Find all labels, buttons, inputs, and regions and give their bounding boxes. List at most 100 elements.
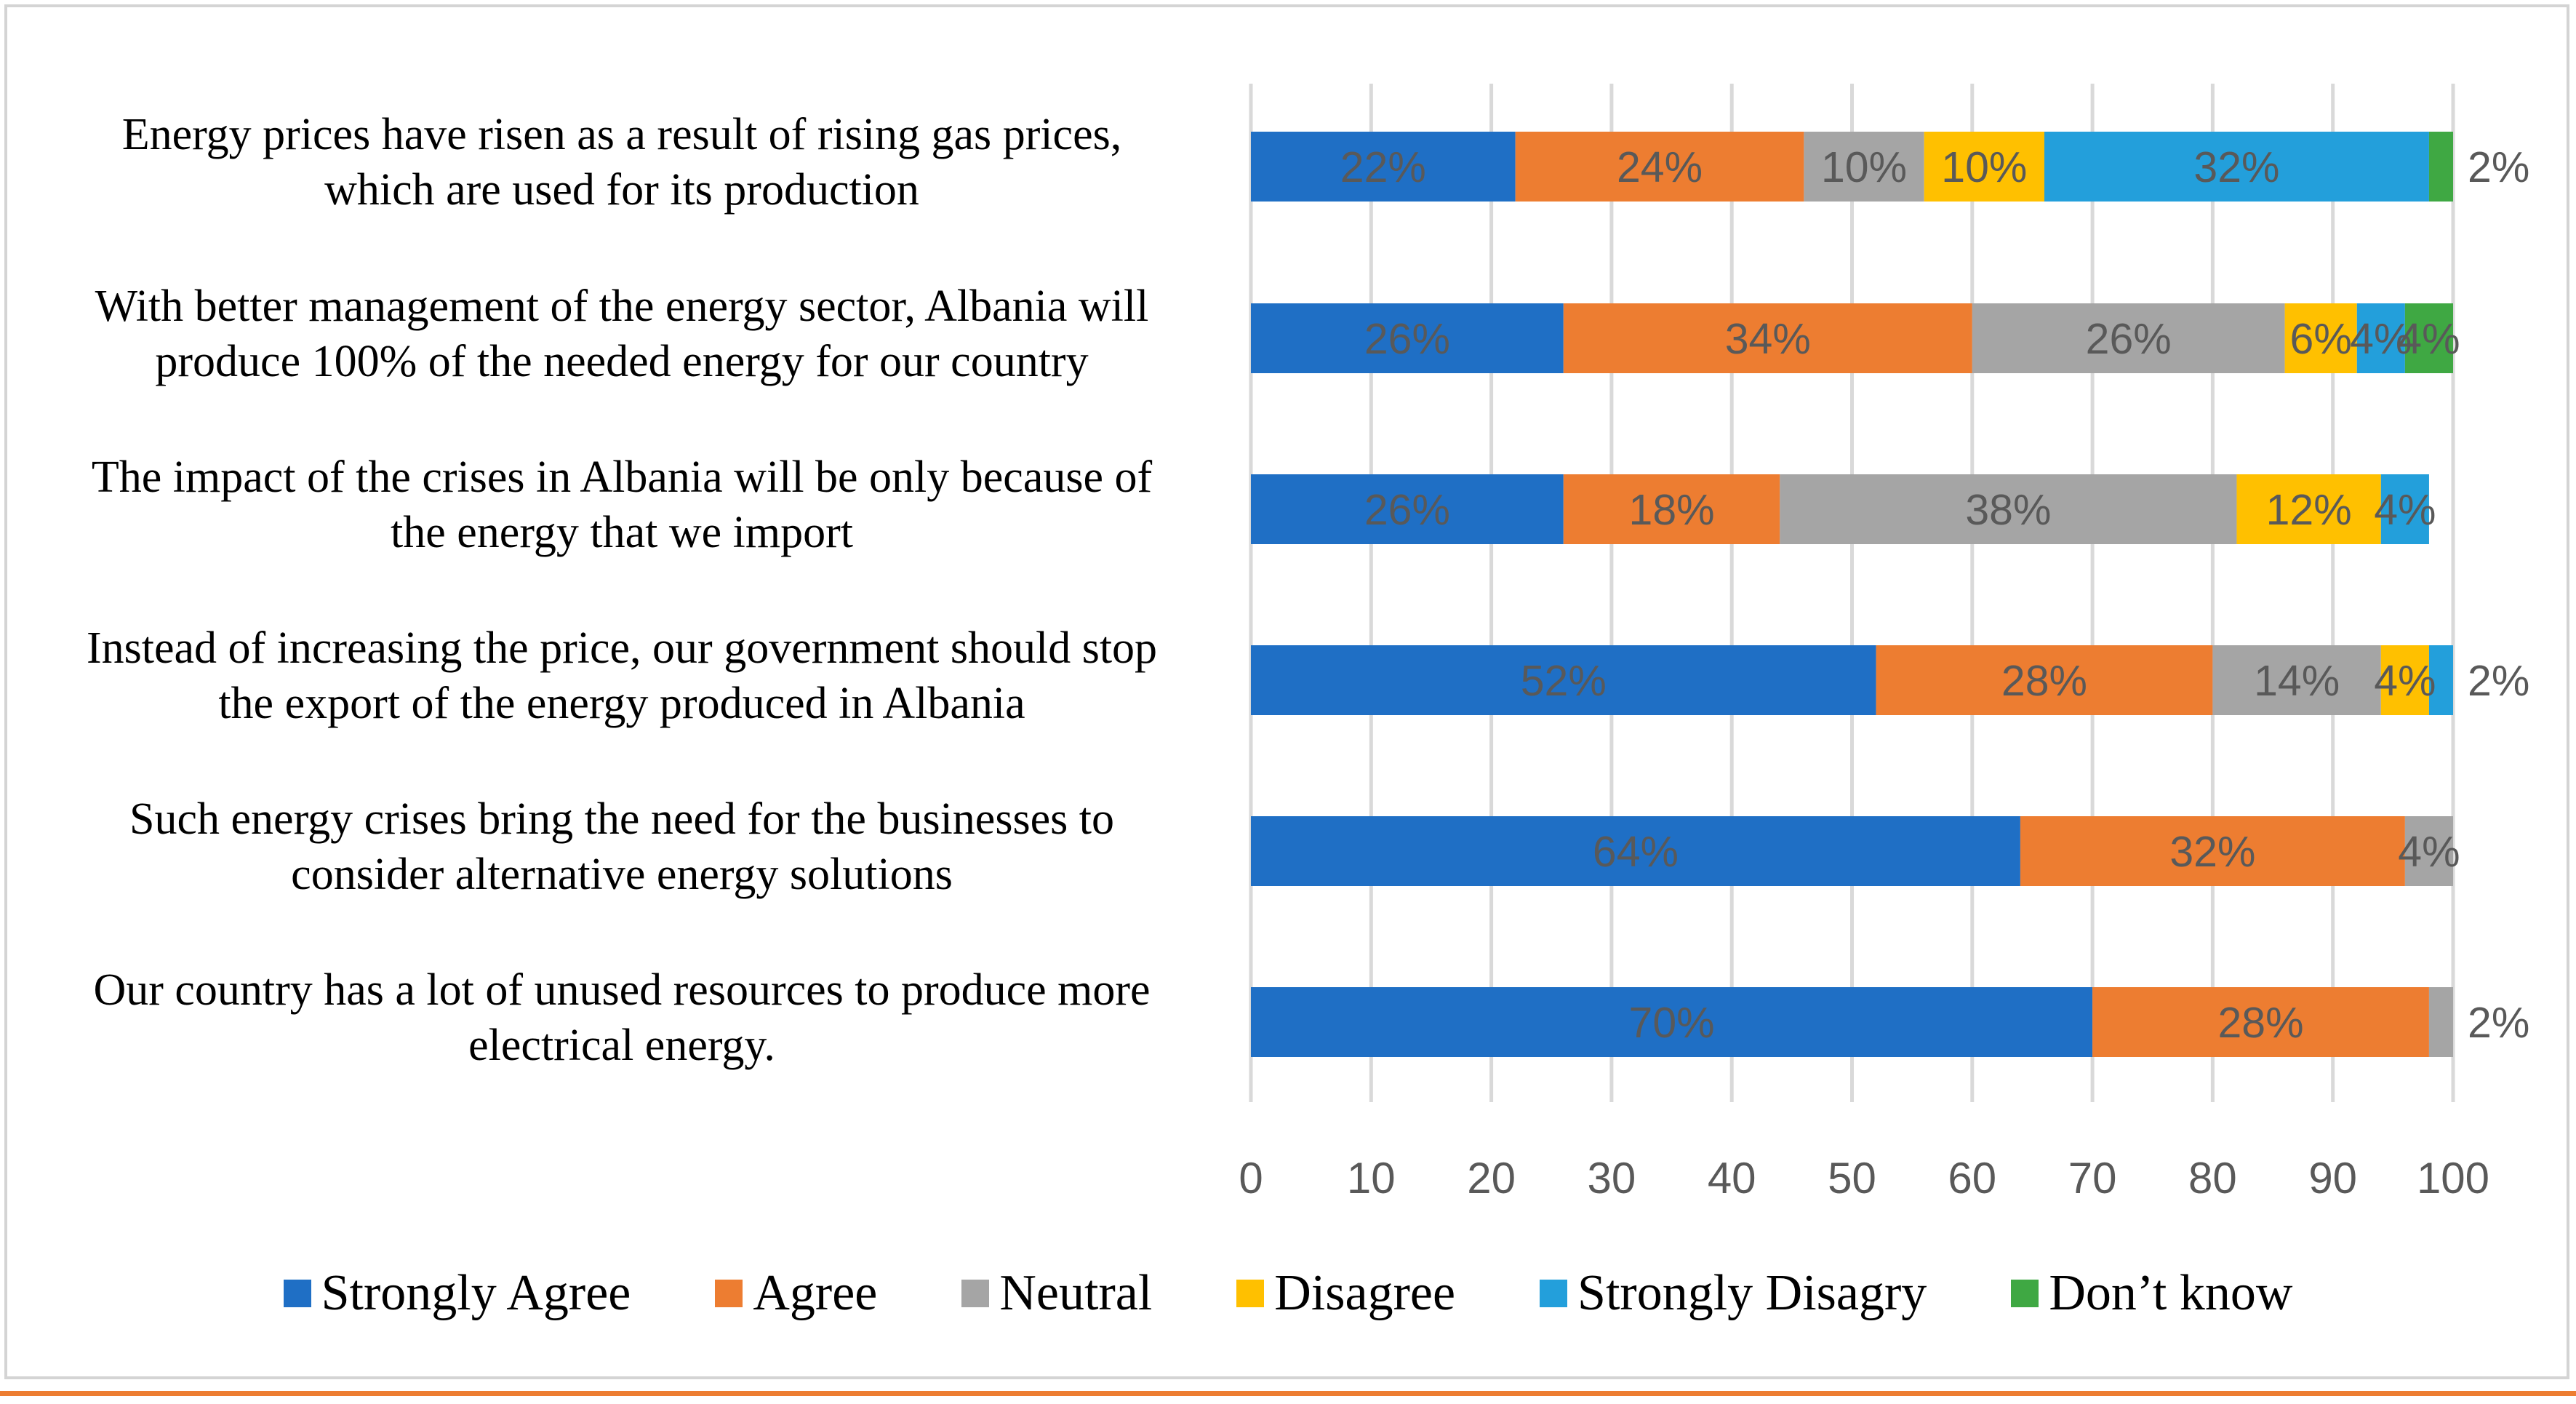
category-labels: Energy prices have risen as a result of … [87,110,1157,1070]
legend-item: Neutral [961,1264,1152,1323]
data-label: 34% [1725,315,1811,363]
data-label: 4% [2350,315,2412,363]
bar-segment [1924,132,2044,202]
legend-label: Strongly Disagry [1577,1265,1927,1321]
x-tick-label: 80 [2188,1154,2237,1202]
data-label: 4% [2398,828,2460,876]
legend-swatch [283,1280,311,1307]
legend: Strongly Agree Agree Neutral Disagree Strong… [0,1264,2576,1323]
bar-segment [1972,303,2285,373]
bar-series [1251,132,2453,1057]
bar-segment [1515,132,1804,202]
legend-label: Neutral [999,1265,1153,1321]
category-label: Instead of increasing the price, our gov… [87,623,1157,728]
x-tick-label: 70 [2068,1154,2117,1202]
bar-segment [2428,645,2453,715]
category-label-line: the energy that we import [391,508,853,557]
data-label: 2% [2468,657,2529,705]
bar-segment [1251,645,1876,715]
bar-segment [1251,987,2093,1057]
data-label: 2% [2468,999,2529,1047]
data-label: 52% [1521,657,1607,705]
bar-segment [2380,474,2429,544]
x-tick-label: 30 [1588,1154,1636,1202]
data-label: 2% [2468,143,2529,191]
gridlines [1249,84,2455,1102]
category-label-line: produce 100% of the needed energy for ou… [155,337,1088,386]
category-label-line: Our country has a lot of unused resource… [93,965,1150,1015]
bar-segment [1804,132,1924,202]
category-label-line: which are used for its production [324,165,919,215]
bar-segment [1251,816,2020,886]
x-tick-label: 20 [1467,1154,1516,1202]
data-label: 38% [1965,486,2051,534]
x-tick-label: 60 [1948,1154,1996,1202]
x-tick-label: 100 [2417,1154,2489,1202]
category-label: The impact of the crises in Albania will… [92,452,1153,557]
data-label: 26% [1364,486,1450,534]
data-label: 32% [2169,828,2255,876]
data-label: 14% [2254,657,2340,705]
data-label: 28% [2217,999,2303,1047]
category-label-line: With better management of the energy sec… [95,282,1149,331]
data-label: 4% [2374,486,2436,534]
bar-segment [1876,645,2213,715]
bar-segment [1563,474,1780,544]
bar-segment [2092,987,2429,1057]
bar-segment [2356,303,2405,373]
data-label: 4% [2374,657,2436,705]
legend-item: Strongly Agree [283,1264,631,1323]
data-label: 12% [2266,486,2352,534]
data-label: 28% [2001,657,2087,705]
legend-label: Disagree [1274,1265,1456,1321]
bar-segment [1563,303,1972,373]
legend-swatch [1236,1280,1265,1307]
data-label: 10% [1821,143,1907,191]
legend-label: Agree [753,1265,878,1321]
legend-swatch [1540,1280,1568,1307]
x-tick-label: 0 [1239,1154,1263,1202]
data-label: 26% [2086,315,2172,363]
category-label-line: electrical energy. [468,1021,775,1070]
legend-swatch [715,1280,743,1307]
bar-segment [2284,303,2357,373]
category-label: Energy prices have risen as a result of … [122,110,1121,215]
data-label: 64% [1593,828,1679,876]
bar-segment [2044,132,2429,202]
bar-segment [1251,132,1516,202]
category-label-line: the export of the energy produced in Alb… [218,679,1025,728]
legend-label: Don’t know [2049,1265,2293,1321]
legend-item: Agree [715,1264,877,1323]
data-label: 4% [2398,315,2460,363]
legend-item: Don’t know [2011,1264,2292,1323]
data-label: 10% [1941,143,2027,191]
bar-segment [2428,987,2453,1057]
data-label: 26% [1364,315,1450,363]
data-label: 18% [1629,486,1715,534]
x-tick-label: 90 [2308,1154,2357,1202]
x-tick-label: 10 [1347,1154,1396,1202]
x-tick-label: 50 [1828,1154,1876,1202]
bar-segment [1251,303,1564,373]
data-label: 24% [1617,143,1703,191]
bar-segment [2428,132,2453,202]
bar-segment [1780,474,2237,544]
bar-segment [2380,645,2429,715]
legend-item: Disagree [1236,1264,1455,1323]
category-label-line: The impact of the crises in Albania will… [92,452,1153,502]
category-label-line: consider alternative energy solutions [291,850,953,899]
data-label: 70% [1629,999,1715,1047]
bottom-rule [0,1391,2576,1396]
category-label: Such energy crises bring the need for th… [129,794,1114,899]
data-label: 32% [2193,143,2279,191]
data-labels: 22% 24% 10% 10% 32% 2%26% 34% 26% 6%4%4%26% 18% 38… [1340,143,2529,1047]
category-label: With better management of the energy sec… [95,282,1149,386]
category-label: Our country has a lot of unused resource… [93,965,1150,1070]
x-axis-ticks: 0 10 20 30 40 50 60 70 80 90 100 [1239,1154,2489,1202]
legend-swatch [961,1280,990,1307]
bar-segment [2236,474,2381,544]
legend-label: Strongly Agree [321,1265,631,1321]
category-label-line: Such energy crises bring the need for th… [129,794,1114,844]
bar-segment [2404,816,2453,886]
x-tick-label: 40 [1708,1154,1756,1202]
